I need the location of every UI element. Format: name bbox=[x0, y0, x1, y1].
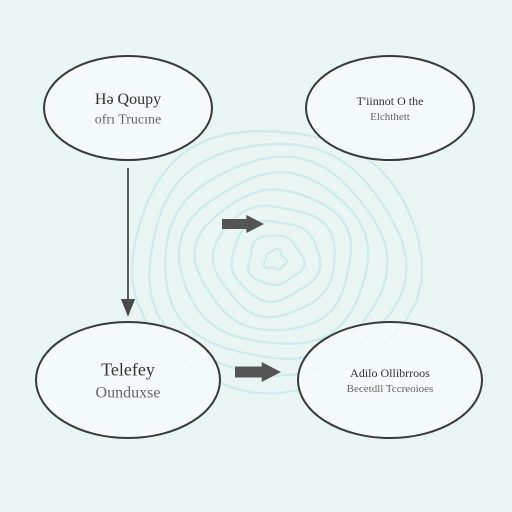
node-ellipse-bl bbox=[36, 322, 220, 438]
node-ellipse-tr bbox=[306, 56, 474, 160]
node-label2-br: Becetdll Tccreoioes bbox=[347, 383, 434, 395]
node-tl: Hə Qoupy ofrı Trucıne bbox=[44, 56, 212, 160]
node-label1-bl: Telefey bbox=[101, 360, 155, 380]
node-label2-tl: ofrı Trucıne bbox=[95, 112, 162, 127]
node-ellipse-tl bbox=[44, 56, 212, 160]
node-br: Adilo Ollibrroos Becetdll Tccreoioes bbox=[298, 322, 482, 438]
node-label2-tr: Elchthett bbox=[370, 111, 410, 123]
node-label2-bl: Ounduxse bbox=[96, 385, 161, 402]
node-label1-br: Adilo Ollibrroos bbox=[350, 366, 430, 380]
node-label1-tl: Hə Qoupy bbox=[95, 91, 161, 108]
node-bl: Telefey Ounduxse bbox=[36, 322, 220, 438]
node-tr: T'iinnot O the Elchthett bbox=[306, 56, 474, 160]
node-ellipse-br bbox=[298, 322, 482, 438]
node-label1-tr: T'iinnot O the bbox=[357, 94, 424, 108]
